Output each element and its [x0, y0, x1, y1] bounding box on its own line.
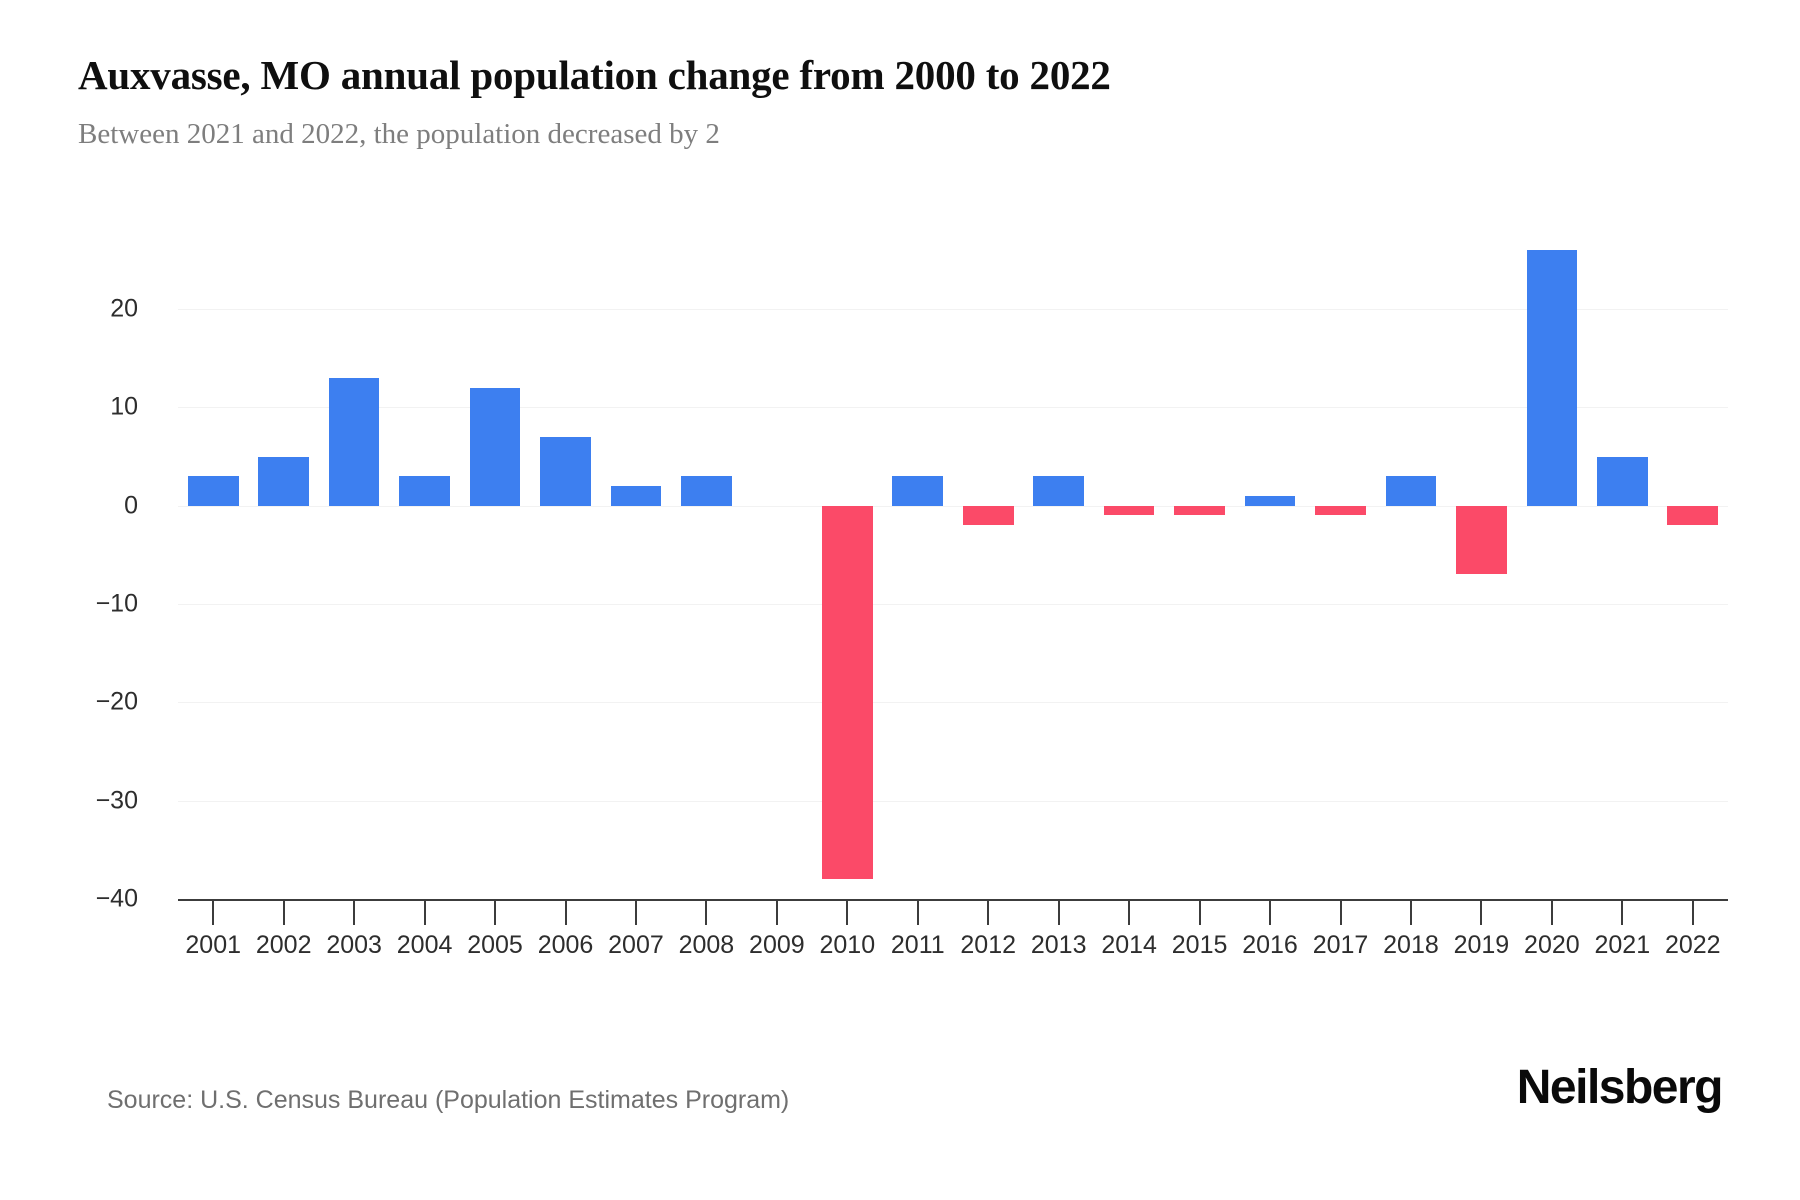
x-axis-tick-label-2004: 2004	[396, 931, 453, 959]
x-axis-tick-label-2012: 2012	[960, 931, 1017, 959]
x-axis-tick-label-2011: 2011	[890, 931, 945, 959]
y-axis-tick-label: 0	[124, 491, 138, 520]
x-axis-tick	[423, 899, 426, 925]
x-axis-tick	[1480, 899, 1483, 925]
bar-2007[interactable]	[610, 486, 662, 506]
x-axis-tick-label-2010: 2010	[819, 931, 876, 959]
x-axis-tick	[564, 899, 567, 925]
x-axis-line	[178, 899, 1728, 901]
x-axis-tick	[1198, 899, 1201, 925]
x-axis-tick-label-2005: 2005	[467, 931, 523, 959]
bar-2004[interactable]	[399, 476, 450, 506]
x-axis-tick	[1128, 899, 1131, 925]
x-axis-tick	[494, 899, 497, 925]
bar-2017[interactable]	[1315, 505, 1366, 516]
x-axis-tick	[212, 899, 215, 925]
x-axis-tick-label-2006: 2006	[537, 931, 594, 959]
bar-2019[interactable]	[1456, 505, 1507, 575]
x-axis-tick-label-2015: 2015	[1171, 931, 1228, 959]
bar-2012[interactable]	[962, 505, 1014, 526]
x-axis-tick-label-2017: 2017	[1312, 931, 1369, 959]
y-axis-tick-label: −20	[95, 687, 138, 716]
bar-2018[interactable]	[1385, 476, 1437, 506]
bar-2016[interactable]	[1244, 495, 1296, 506]
bar-series	[178, 250, 1728, 899]
bar-2010[interactable]	[821, 505, 873, 880]
gridline	[178, 407, 1728, 409]
bar-2002[interactable]	[258, 456, 310, 506]
bar-2005[interactable]	[469, 387, 521, 506]
x-axis-tick-label-2002: 2002	[255, 931, 312, 959]
y-axis-tick-label: −10	[95, 589, 138, 618]
x-axis-tick-label-2019: 2019	[1453, 931, 1510, 959]
x-axis-tick	[987, 899, 990, 925]
x-axis-tick	[705, 899, 708, 925]
chart-header: Auxvasse, MO annual population change fr…	[78, 52, 1728, 152]
bar-2013[interactable]	[1033, 476, 1085, 506]
x-axis-tick-label-2013: 2013	[1030, 931, 1087, 959]
x-axis-tick	[1409, 899, 1412, 925]
x-axis-tick-label-2008: 2008	[678, 931, 735, 959]
gridline	[178, 800, 1728, 802]
x-axis-tick-label-2022: 2022	[1664, 931, 1721, 959]
bar-2003[interactable]	[328, 377, 380, 506]
brand-logo: Neilsberg	[1516, 1061, 1724, 1114]
x-axis-tick-label-2003: 2003	[326, 931, 382, 959]
y-axis-tick-label: −40	[95, 884, 138, 913]
x-axis-tick	[1269, 899, 1272, 925]
x-axis-tick-label-2009: 2009	[749, 931, 805, 959]
page-title: Auxvasse, MO annual population change fr…	[78, 52, 1111, 98]
source-note: Source: U.S. Census Bureau (Population E…	[107, 1086, 790, 1114]
gridline	[178, 309, 1728, 310]
x-axis-tick	[775, 899, 778, 925]
chart-subtitle: Between 2021 and 2022, the population de…	[78, 118, 720, 151]
gridline	[178, 702, 1728, 704]
x-axis-tick	[916, 899, 919, 925]
x-axis-tick-label-2007: 2007	[608, 931, 664, 959]
bar-2022[interactable]	[1667, 505, 1719, 526]
x-axis-tick	[1621, 899, 1624, 925]
x-axis-tick	[1550, 899, 1553, 925]
y-axis-tick-label: 20	[110, 294, 138, 323]
x-axis-ticks	[178, 899, 1728, 925]
y-axis-tick-labels: 20 10 0 −10 −20 −30 −40	[0, 250, 160, 913]
y-axis-tick-label: 10	[110, 392, 138, 421]
x-axis-tick-label-2018: 2018	[1383, 931, 1439, 959]
bar-2006[interactable]	[540, 436, 591, 506]
x-axis-tick-label-2014: 2014	[1101, 931, 1157, 959]
x-axis-tick	[846, 899, 849, 925]
x-axis-tick	[353, 899, 356, 925]
bar-2020[interactable]	[1526, 250, 1578, 506]
x-axis-tick-labels: 2001 2002 2003 2004 2005 2006 2007 2008 2009 2010…	[178, 931, 1728, 971]
x-axis-tick	[282, 899, 285, 925]
x-axis-tick-label-2016: 2016	[1242, 931, 1298, 959]
bar-2001[interactable]	[187, 476, 239, 506]
x-axis-tick-label-2021: 2021	[1594, 931, 1651, 959]
x-axis-tick	[1057, 899, 1060, 925]
y-axis-tick-label: −30	[95, 786, 138, 815]
x-axis-tick-label-2001: 2001	[185, 931, 242, 959]
gridline	[178, 604, 1728, 605]
gridline	[178, 505, 1728, 507]
bar-2021[interactable]	[1596, 456, 1648, 506]
bar-2011[interactable]	[892, 476, 944, 506]
bar-2008[interactable]	[681, 476, 732, 506]
x-axis-tick	[1339, 899, 1342, 925]
x-axis-tick-label-2020: 2020	[1524, 931, 1580, 959]
x-axis-tick	[1691, 899, 1694, 925]
x-axis-tick	[634, 899, 637, 925]
bar-2014[interactable]	[1103, 505, 1155, 516]
bar-2015[interactable]	[1174, 505, 1225, 516]
